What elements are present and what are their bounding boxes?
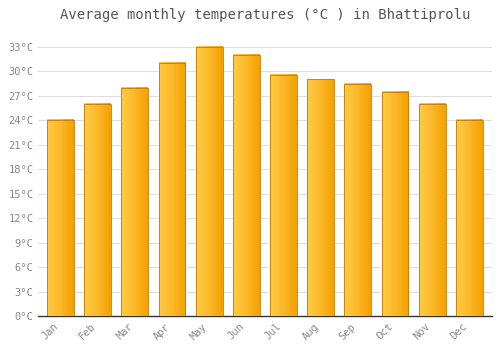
Bar: [158, 63, 186, 316]
Bar: [270, 75, 297, 316]
Bar: [122, 88, 148, 316]
Bar: [84, 104, 111, 316]
Bar: [308, 79, 334, 316]
Bar: [344, 84, 371, 316]
Title: Average monthly temperatures (°C ) in Bhattiprolu: Average monthly temperatures (°C ) in Bh…: [60, 8, 470, 22]
Bar: [382, 92, 408, 316]
Bar: [233, 55, 260, 316]
Bar: [47, 120, 74, 316]
Bar: [196, 47, 222, 316]
Bar: [419, 104, 446, 316]
Bar: [456, 120, 482, 316]
